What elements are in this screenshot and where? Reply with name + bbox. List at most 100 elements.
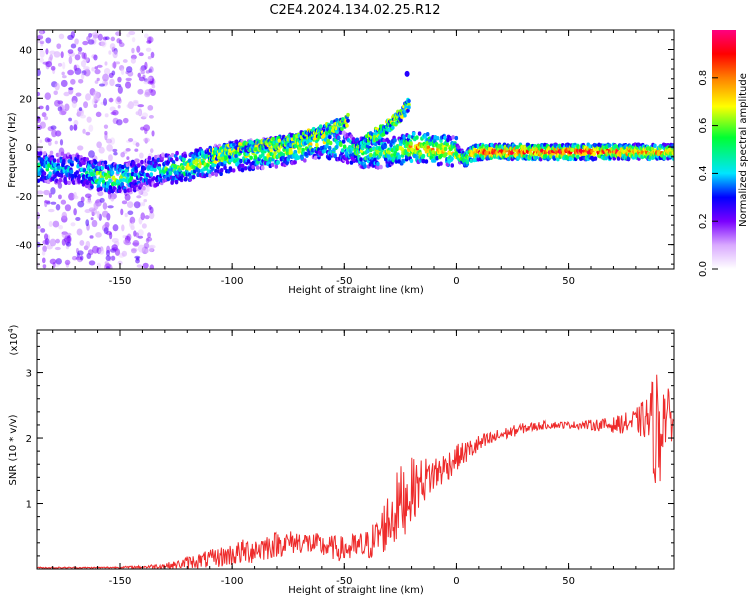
ridge-cell — [401, 158, 405, 164]
ridge-cell — [335, 144, 339, 150]
ridge-cell — [63, 177, 67, 182]
branch-cell — [346, 112, 350, 117]
noise-cell — [37, 142, 40, 147]
noise-cell — [44, 92, 52, 100]
noise-cell — [50, 65, 56, 71]
branch-cell — [399, 118, 403, 123]
noise-cell — [117, 260, 123, 265]
ridge-cell — [342, 144, 347, 149]
branch-cell — [293, 144, 298, 149]
x-tick-label: -50 — [336, 276, 352, 287]
noise-cell — [135, 232, 139, 238]
noise-cell — [143, 33, 149, 39]
noise-cell — [135, 257, 140, 261]
ridge-cell — [435, 156, 439, 161]
ridge-cell — [568, 156, 573, 162]
branch-cell — [254, 147, 258, 152]
ridge-cell — [421, 153, 426, 159]
branch-cell — [403, 113, 407, 118]
ridge-cell — [328, 134, 332, 140]
noise-cell — [135, 142, 140, 147]
noise-cell — [146, 76, 153, 82]
ridge-cell — [451, 135, 455, 140]
noise-cell — [100, 39, 107, 48]
noise-cell — [126, 33, 131, 38]
noise-cell — [77, 250, 84, 256]
ridge-cell — [223, 165, 227, 170]
noise-cell — [85, 240, 91, 249]
noise-cell — [110, 255, 116, 261]
noise-cell — [70, 43, 77, 49]
noise-cell — [137, 244, 145, 253]
noise-cell — [41, 112, 47, 118]
ridge-cell — [556, 156, 560, 162]
spectrogram-x-label: Height of straight line (km) — [288, 285, 424, 296]
noise-cell — [117, 85, 123, 94]
noise-cell — [85, 131, 91, 136]
noise-cell — [54, 99, 61, 107]
ridge-cell — [297, 149, 301, 154]
ridge-cell — [593, 156, 598, 161]
ridge-cell — [69, 169, 74, 174]
ridge-cell — [633, 148, 637, 153]
ridge-cell — [96, 183, 101, 189]
ridge-cell — [126, 172, 131, 177]
noise-cell — [70, 222, 76, 227]
ridge-cell — [132, 161, 136, 166]
ridge-cell — [447, 150, 452, 156]
ridge-cell — [246, 159, 251, 164]
noise-cell — [122, 59, 128, 63]
noise-cell — [54, 140, 58, 145]
ridge-cell — [454, 135, 459, 141]
noise-cell — [39, 57, 45, 63]
noise-cell — [151, 84, 156, 89]
noise-cell — [120, 151, 126, 158]
noise-cell — [80, 72, 85, 80]
x-tick-label: 0 — [453, 576, 459, 587]
branch-cell — [277, 138, 282, 143]
ridge-cell — [345, 160, 350, 165]
ridge-cell — [285, 151, 290, 156]
noise-cell — [131, 222, 135, 229]
ridge-cell — [415, 135, 419, 140]
ridge-cell — [260, 152, 265, 157]
noise-cell — [48, 140, 52, 146]
noise-cell — [125, 148, 131, 152]
noise-cell — [105, 138, 113, 144]
noise-cell — [45, 61, 53, 68]
ridge-cell — [289, 150, 293, 155]
noise-cell — [44, 200, 51, 204]
noise-cell — [106, 144, 113, 152]
ridge-cell — [379, 164, 383, 170]
ridge-cell — [274, 164, 279, 169]
branch-cell — [213, 146, 218, 151]
noise-cell — [127, 138, 134, 142]
ridge-cell — [339, 142, 343, 147]
snr-y-label: SNR (10 * v/v) — [8, 414, 19, 485]
ridge-cell — [576, 154, 580, 160]
ridge-cell — [304, 151, 308, 157]
branch-cell — [234, 153, 238, 158]
ridge-cell — [253, 155, 258, 160]
ridge-cell — [389, 142, 393, 148]
ridge-cell — [219, 167, 224, 173]
ridge-cell — [93, 160, 98, 165]
noise-cell — [151, 130, 155, 137]
noise-cell — [107, 205, 114, 209]
noise-cell — [136, 195, 142, 199]
ridge-cell — [82, 168, 87, 173]
colorbar-tick-label: 0.8 — [698, 70, 709, 86]
noise-cell — [65, 241, 72, 247]
noise-cell — [147, 55, 152, 60]
noise-cell — [108, 192, 112, 200]
ridge-cell — [409, 141, 413, 146]
noise-cell — [71, 255, 78, 261]
noise-cell — [92, 245, 99, 254]
noise-cell — [42, 245, 47, 253]
noise-cell — [110, 196, 115, 202]
noise-cell — [50, 125, 57, 130]
noise-cell — [95, 200, 100, 204]
branch-cell — [318, 124, 323, 129]
noise-cell — [98, 146, 105, 154]
